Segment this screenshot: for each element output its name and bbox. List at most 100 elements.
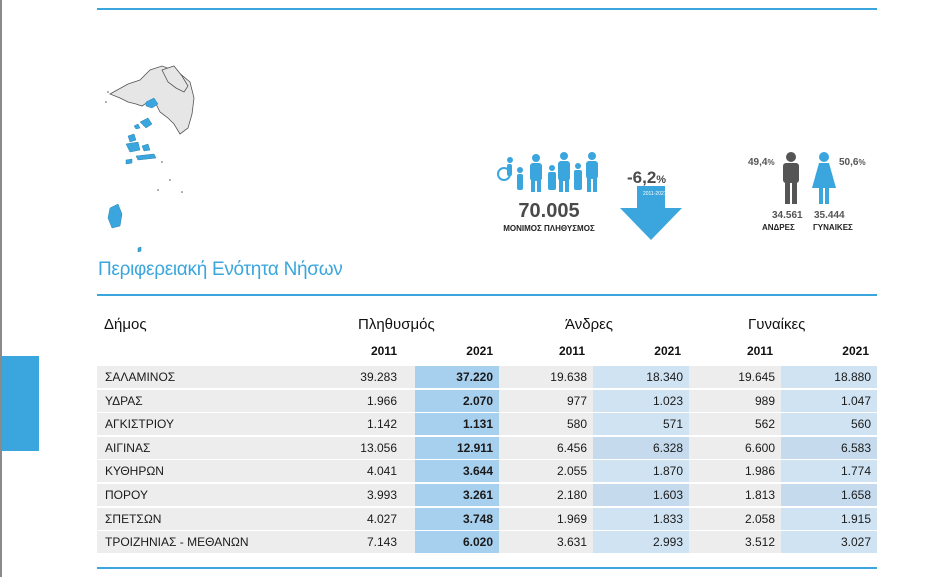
pop-2011: 7.143 xyxy=(366,535,397,550)
pop-2011: 1.142 xyxy=(366,417,397,432)
map-attica-east xyxy=(161,65,189,93)
map-poros xyxy=(141,143,151,152)
male-label: ΑΝΔΡΕΣ xyxy=(762,223,795,232)
table-row: ΑΓΚΙΣΤΡΙΟΥ 1.142 1.131 580 571 562 560 xyxy=(97,413,877,436)
year-pop-2011: 2011 xyxy=(370,344,397,358)
change-period: 2011-2021 xyxy=(643,191,667,197)
women-2021: 1.047 xyxy=(781,389,877,412)
table-row: ΠΟΡΟΥ 3.993 3.261 2.180 1.603 1.813 1.65… xyxy=(97,483,877,506)
pop-2011: 13.056 xyxy=(360,440,397,455)
women-2021: 560 xyxy=(781,413,877,436)
pop-2021: 12.911 xyxy=(415,436,499,459)
population-people-icon xyxy=(497,152,598,192)
top-rule xyxy=(97,8,877,10)
men-2011: 6.456 xyxy=(556,440,587,455)
population-table: ΣΑΛΑΜΙΝΟΣ 39.283 37.220 19.638 18.340 19… xyxy=(97,366,877,555)
women-2021: 1.774 xyxy=(781,460,877,483)
pop-2021: 37.220 xyxy=(415,366,499,388)
year-men-2011: 2011 xyxy=(558,344,585,358)
region-title: Περιφερειακή Ενότητα Νήσων xyxy=(98,259,343,280)
female-icon xyxy=(812,152,836,204)
table-row: ΣΠΕΤΣΩΝ 4.027 3.748 1.969 1.833 2.058 1.… xyxy=(97,507,877,530)
men-2021: 1.023 xyxy=(593,389,689,412)
men-2021: 6.328 xyxy=(593,436,689,459)
men-2011: 2.055 xyxy=(556,464,587,479)
total-population-value: 70.005 xyxy=(518,200,580,222)
map-salamina xyxy=(145,97,159,109)
map-spetses xyxy=(125,158,133,165)
women-2011: 6.600 xyxy=(744,440,775,455)
pop-2021: 6.020 xyxy=(415,531,499,554)
municipality-name: ΥΔΡΑΣ xyxy=(105,393,143,408)
women-2011: 989 xyxy=(754,393,775,408)
pop-2021: 2.070 xyxy=(415,389,499,412)
year-men-2021: 2021 xyxy=(654,344,681,358)
men-2021: 2.993 xyxy=(593,531,689,554)
women-2021: 18.880 xyxy=(781,366,877,388)
map-kythira xyxy=(107,203,123,229)
region-map xyxy=(105,65,195,253)
municipality-name: ΣΑΛΑΜΙΝΟΣ xyxy=(105,370,176,384)
men-2011: 2.180 xyxy=(556,487,587,502)
bottom-rule xyxy=(97,567,877,569)
women-2021: 6.583 xyxy=(781,436,877,459)
map-methana xyxy=(127,133,137,143)
pop-2011: 3.993 xyxy=(366,487,397,502)
men-2021: 571 xyxy=(593,413,689,436)
header-men: Άνδρες xyxy=(565,316,614,333)
women-2011: 3.512 xyxy=(744,535,775,550)
table-row: ΣΑΛΑΜΙΝΟΣ 39.283 37.220 19.638 18.340 19… xyxy=(97,366,877,388)
map-antikythera xyxy=(137,246,142,253)
title-rule xyxy=(97,294,877,296)
men-2011: 580 xyxy=(566,417,587,432)
male-percentage: 49,4% xyxy=(748,157,775,168)
year-pop-2021: 2021 xyxy=(466,344,493,358)
pop-2011: 1.966 xyxy=(366,393,397,408)
female-label: ΓΥΝΑΙΚΕΣ xyxy=(813,223,853,232)
total-population-label: ΜΟΝΙΜΟΣ ΠΛΗΘΥΣΜΟΣ xyxy=(503,224,595,233)
table-row: ΑΙΓΙΝΑΣ 13.056 12.911 6.456 6.328 6.600 … xyxy=(97,436,877,459)
municipality-name: ΣΠΕΤΣΩΝ xyxy=(105,511,162,526)
men-2011: 19.638 xyxy=(550,370,587,384)
women-2011: 19.645 xyxy=(738,370,775,384)
header-women: Γυναίκες xyxy=(748,316,806,333)
women-2021: 1.915 xyxy=(781,507,877,530)
women-2021: 3.027 xyxy=(781,531,877,554)
female-count: 35.444 xyxy=(814,210,845,221)
male-icon xyxy=(783,152,799,204)
pop-2011: 4.041 xyxy=(366,464,397,479)
map-troizinia xyxy=(125,141,141,153)
header-municipality: Δήμος xyxy=(104,316,147,333)
women-2011: 1.813 xyxy=(744,487,775,502)
municipality-name: ΚΥΘΗΡΩΝ xyxy=(105,464,164,479)
page-left-edge xyxy=(0,0,2,577)
map-agistri xyxy=(133,123,141,130)
women-2021: 1.658 xyxy=(781,483,877,506)
header-population: Πληθυσμός xyxy=(358,316,435,333)
men-2021: 1.870 xyxy=(593,460,689,483)
map-aegina xyxy=(139,117,153,129)
men-2011: 1.969 xyxy=(556,511,587,526)
table-row: ΥΔΡΑΣ 1.966 2.070 977 1.023 989 1.047 xyxy=(97,389,877,412)
men-2011: 977 xyxy=(566,393,587,408)
side-tab-marker xyxy=(2,356,39,451)
map-hydra xyxy=(135,153,157,161)
pop-2021: 1.131 xyxy=(415,413,499,436)
pop-2021: 3.261 xyxy=(415,483,499,506)
women-2011: 2.058 xyxy=(744,511,775,526)
year-women-2021: 2021 xyxy=(842,344,869,358)
municipality-name: ΤΡΟΙΖΗΝΙΑΣ - ΜΕΘΑΝΩΝ xyxy=(105,535,249,550)
pop-2021: 3.644 xyxy=(415,460,499,483)
table-row: ΚΥΘΗΡΩΝ 4.041 3.644 2.055 1.870 1.986 1.… xyxy=(97,460,877,483)
year-women-2011: 2011 xyxy=(746,344,773,358)
municipality-name: ΑΙΓΙΝΑΣ xyxy=(105,440,151,455)
men-2021: 1.833 xyxy=(593,507,689,530)
female-percentage: 50,6% xyxy=(839,157,866,168)
down-arrow-icon xyxy=(620,186,682,240)
pop-2021: 3.748 xyxy=(415,507,499,530)
men-2021: 18.340 xyxy=(593,366,689,388)
table-row: ΤΡΟΙΖΗΝΙΑΣ - ΜΕΘΑΝΩΝ 7.143 6.020 3.631 2… xyxy=(97,531,877,554)
women-2011: 1.986 xyxy=(744,464,775,479)
pop-2011: 39.283 xyxy=(360,370,397,384)
men-2021: 1.603 xyxy=(593,483,689,506)
